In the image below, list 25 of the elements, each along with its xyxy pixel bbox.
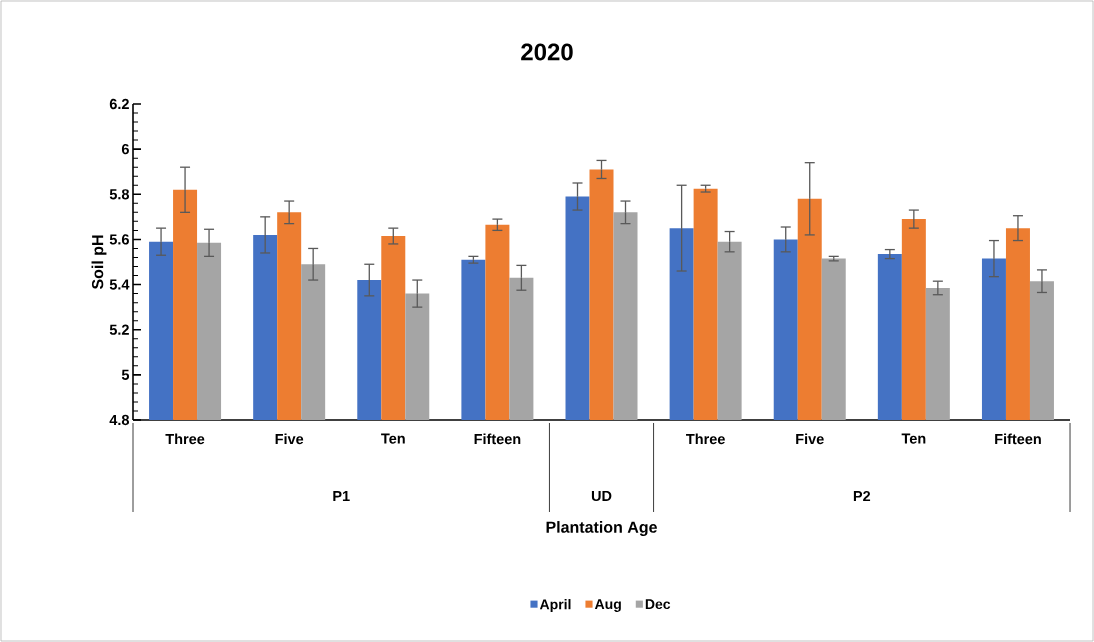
x-tick-label: Ten [901, 433, 926, 444]
y-tick-label: 5.4 [109, 279, 130, 290]
x-tick-label: Five [275, 433, 304, 445]
legend-label: Dec [645, 599, 671, 610]
chart-title: 2020 [521, 43, 573, 61]
x-tick-label: Three [165, 433, 205, 445]
text: P2 [853, 490, 871, 502]
x-axis-title: Plantation Age [546, 521, 657, 537]
x-tick-label: Ten [381, 433, 405, 444]
y-tick-label: 5 [121, 369, 130, 380]
legend-label: Aug [594, 599, 621, 612]
y-tick-label: 6.2 [109, 98, 129, 110]
y-axis-title: Soil pH [91, 235, 107, 290]
y-tick-label: 5.8 [109, 189, 130, 200]
x-tick-label: Fifteen [995, 433, 1041, 445]
y-tick-label: 4.8 [109, 414, 130, 426]
y-tick-label: 6 [121, 144, 129, 155]
legend-label: April [539, 599, 571, 613]
y-tick-label: 5.2 [109, 324, 129, 335]
text: UD [591, 490, 612, 502]
text: P1 [333, 491, 350, 501]
x-tick-label: Three [686, 433, 725, 445]
x-tick-label: Five [796, 433, 824, 445]
y-tick-label: 5.6 [109, 234, 129, 245]
x-tick-label: Fifteen [474, 433, 521, 445]
